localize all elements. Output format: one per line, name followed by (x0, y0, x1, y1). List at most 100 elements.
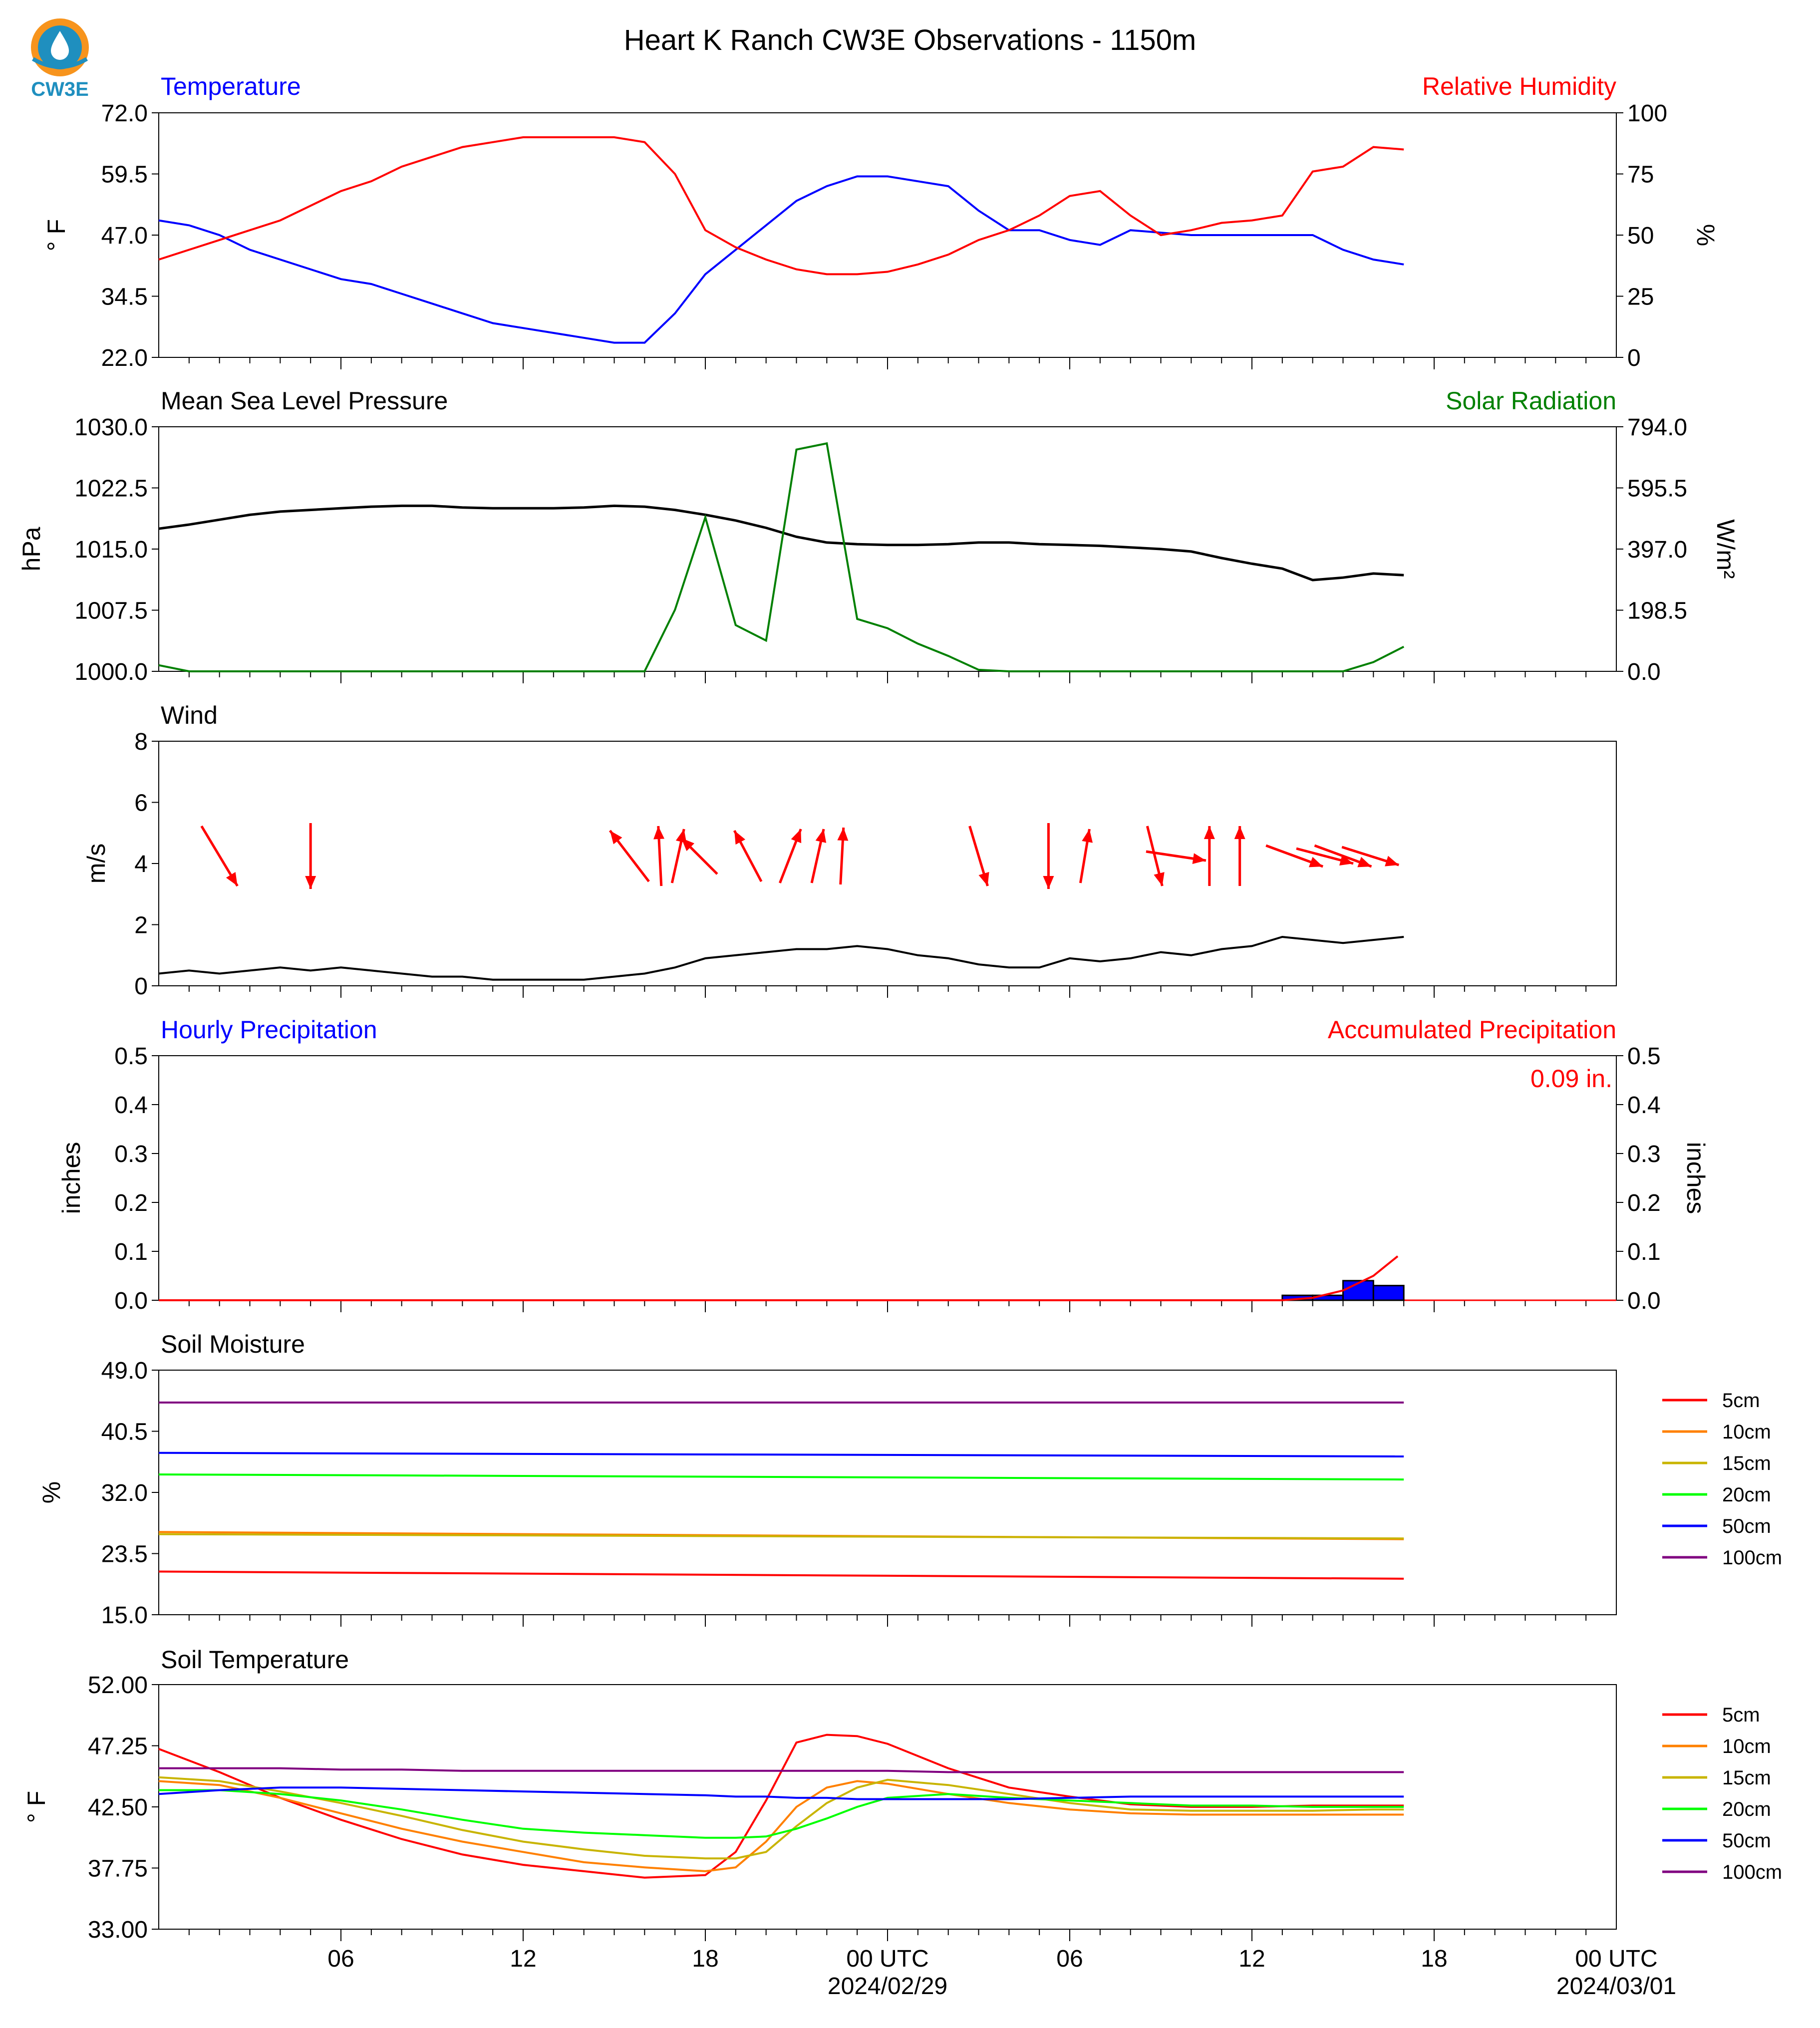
wind-arrow (1314, 844, 1372, 868)
panel-4-yticks-right: 0.5 0.4 0.3 0.2 0.1 0.0 (1616, 1043, 1661, 1314)
wind-arrow (1146, 850, 1207, 865)
panel-3-ylabel: m/s (82, 844, 110, 884)
legend-label: 20cm (1722, 1484, 1771, 1506)
xtick-label: 18 (1421, 1946, 1447, 1972)
panel-5-legend: 5cm 10cm 15cm 20cm 50cm 100cm (1662, 1390, 1782, 1569)
ytick-label: 22.0 (101, 345, 148, 371)
series-soil-temp-15cm (158, 1776, 1404, 1860)
ytick-label-right: 0.0 (1627, 1288, 1661, 1314)
xtick-label: 12 (510, 1946, 536, 1972)
panel-4-annotation: 0.09 in. (1530, 1065, 1612, 1093)
xtick-label: 18 (692, 1946, 718, 1972)
panel-5-xticks (188, 1615, 1587, 1627)
wind-arrow (837, 827, 849, 885)
panel-6-legend: 5cm 10cm 15cm 20cm 50cm 100cm (1662, 1704, 1782, 1883)
panel-1-ylabel: ° F (42, 219, 70, 251)
panel-pressure-solar: Mean Sea Level Pressure Solar Radiation … (17, 387, 1740, 685)
panel-4-ylabel: inches (57, 1142, 85, 1214)
ytick-label: 0.0 (114, 1288, 148, 1314)
ytick-label-right: 100 (1627, 100, 1667, 127)
xtick-label: 06 (327, 1946, 354, 1972)
panel-2-yticks-right: 794.0 595.5 397.0 198.5 0.0 (1616, 414, 1687, 685)
panel-1-series (158, 136, 1404, 344)
wind-arrow (1296, 847, 1354, 866)
panel-5-yticks: 49.0 40.5 32.0 23.5 15.0 (101, 1358, 159, 1629)
panel-3-yticks: 8 6 4 2 0 (134, 729, 159, 1000)
logo-text: CW3E (31, 78, 89, 100)
wind-arrow (200, 825, 239, 887)
panel-4-left-title: Hourly Precipitation (161, 1016, 377, 1044)
series-soil-temp-50cm (158, 1786, 1404, 1800)
panel-6-ylabel: ° F (22, 1791, 50, 1823)
panel-precipitation: Hourly Precipitation Accumulated Precipi… (57, 1016, 1710, 1314)
legend-label: 100cm (1722, 1861, 1782, 1883)
series-soil-temp-5cm (158, 1734, 1404, 1879)
series-soil-moisture-20cm (158, 1473, 1404, 1481)
ytick-label: 0.1 (114, 1239, 148, 1265)
panel-1-yticks: 72.0 59.5 47.0 34.5 22.0 (101, 100, 159, 371)
ytick-label: 42.50 (88, 1794, 148, 1821)
wind-arrow (680, 837, 718, 875)
wind-arrow (1234, 826, 1245, 886)
ytick-label-right: 0.4 (1627, 1092, 1661, 1119)
ytick-label: 37.75 (88, 1856, 148, 1882)
figure-title: Heart K Ranch CW3E Observations - 1150m (624, 24, 1197, 56)
wind-arrow (779, 829, 802, 883)
ytick-label-right: 25 (1627, 284, 1654, 310)
panel-5-left-title: Soil Moisture (161, 1330, 305, 1358)
ytick-label-right: 0.3 (1627, 1141, 1661, 1167)
ytick-label: 40.5 (101, 1419, 148, 1446)
ytick-label: 15.0 (101, 1602, 148, 1629)
panel-3-left-title: Wind (161, 701, 218, 729)
series-soil-moisture-5cm (158, 1570, 1404, 1580)
ytick-label-right: 0.0 (1627, 659, 1661, 685)
panel-2-series (158, 442, 1405, 672)
wind-arrow (810, 829, 827, 883)
ytick-label: 1000.0 (74, 659, 148, 685)
ytick-label: 49.0 (101, 1358, 148, 1384)
ytick-label-right: 0.1 (1627, 1239, 1661, 1265)
ytick-label: 72.0 (101, 100, 148, 127)
ytick-label: 0.3 (114, 1141, 148, 1167)
xtick-label: 00 UTC (1575, 1946, 1657, 1972)
ytick-label: 1007.5 (74, 598, 148, 624)
panel-temperature-humidity: Temperature Relative Humidity ° F % 72.0… (42, 72, 1720, 371)
ytick-label-right: 0.2 (1627, 1190, 1661, 1216)
panel-4-right-title: Accumulated Precipitation (1328, 1016, 1616, 1044)
wind-arrow (1265, 844, 1324, 868)
ytick-label-right: 50 (1627, 223, 1654, 249)
series-soil-moisture-15cm (158, 1533, 1404, 1540)
wind-arrow (608, 830, 650, 882)
panel-4-series (159, 1255, 1616, 1301)
panel-6-left-title: Soil Temperature (161, 1646, 349, 1674)
panel-6-yticks: 52.00 47.25 42.50 37.75 33.00 (88, 1672, 159, 1943)
ytick-label: 33.00 (88, 1917, 148, 1943)
ytick-label: 4 (134, 851, 148, 877)
cw3e-logo: CW3E (31, 18, 89, 100)
xdate-label: 2024/03/01 (1556, 1973, 1676, 2000)
ytick-label: 1022.5 (74, 476, 148, 502)
ytick-label: 34.5 (101, 284, 148, 310)
ytick-label: 2 (134, 912, 148, 939)
series-relative-humidity (158, 136, 1404, 276)
panel-1-xticks (188, 357, 1587, 369)
panel-3-xticks (188, 986, 1587, 998)
panel-5-ylabel: % (37, 1481, 65, 1503)
panel-1-left-title: Temperature (161, 72, 301, 100)
legend-label: 50cm (1722, 1515, 1771, 1537)
wind-arrow (1079, 829, 1093, 883)
legend-label: 10cm (1722, 1421, 1771, 1443)
xdate-label: 2024/02/29 (828, 1973, 947, 2000)
ytick-label-right: 595.5 (1627, 476, 1687, 502)
ytick-label: 59.5 (101, 162, 148, 188)
ytick-label: 0.2 (114, 1190, 148, 1216)
ytick-label: 32.0 (101, 1480, 148, 1506)
legend-label: 5cm (1722, 1390, 1760, 1412)
wind-arrow (1043, 823, 1054, 889)
panel-2-yticks: 1030.0 1022.5 1015.0 1007.5 1000.0 (74, 414, 159, 685)
series-soil-temp-100cm (159, 1767, 1404, 1773)
panel-6-series (158, 1734, 1404, 1879)
legend-label: 15cm (1722, 1452, 1771, 1474)
precip-bar (1372, 1285, 1405, 1301)
